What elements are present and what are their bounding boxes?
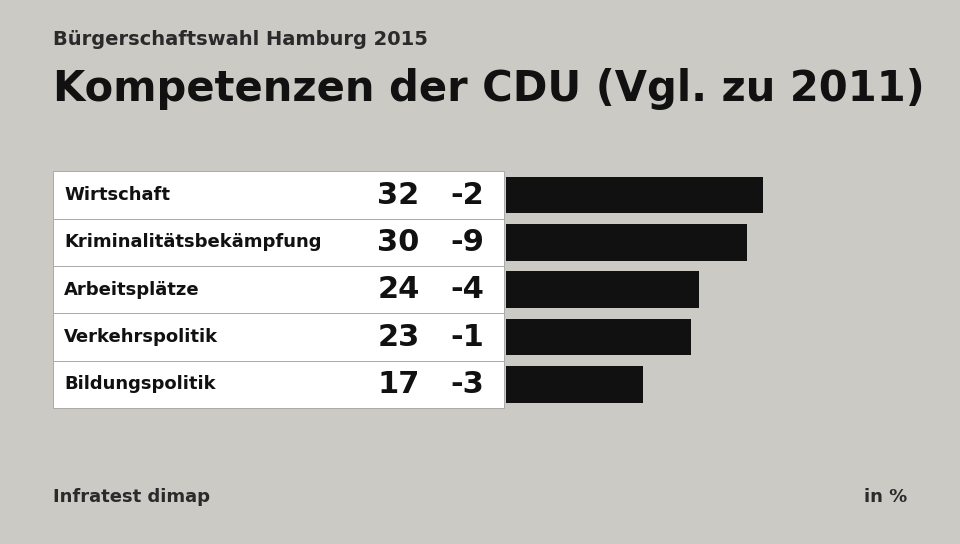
Text: Bürgerschaftswahl Hamburg 2015: Bürgerschaftswahl Hamburg 2015 <box>53 30 427 49</box>
Text: 32: 32 <box>377 181 420 209</box>
Text: -3: -3 <box>450 370 485 399</box>
Text: 24: 24 <box>377 275 420 304</box>
Text: Infratest dimap: Infratest dimap <box>53 488 210 506</box>
Text: 30: 30 <box>377 228 420 257</box>
Text: Bildungspolitik: Bildungspolitik <box>64 375 216 393</box>
Text: -4: -4 <box>450 275 485 304</box>
Text: Kompetenzen der CDU (Vgl. zu 2011): Kompetenzen der CDU (Vgl. zu 2011) <box>53 68 924 110</box>
Text: Wirtschaft: Wirtschaft <box>64 186 170 204</box>
Text: 17: 17 <box>377 370 420 399</box>
Text: -2: -2 <box>450 181 485 209</box>
Text: Arbeitsplätze: Arbeitsplätze <box>64 281 200 299</box>
Text: Kriminalitätsbekämpfung: Kriminalitätsbekämpfung <box>64 233 322 251</box>
Text: in %: in % <box>864 488 907 506</box>
Text: Verkehrspolitik: Verkehrspolitik <box>64 328 219 346</box>
Text: -1: -1 <box>450 323 485 351</box>
Text: 23: 23 <box>377 323 420 351</box>
Text: -9: -9 <box>450 228 485 257</box>
